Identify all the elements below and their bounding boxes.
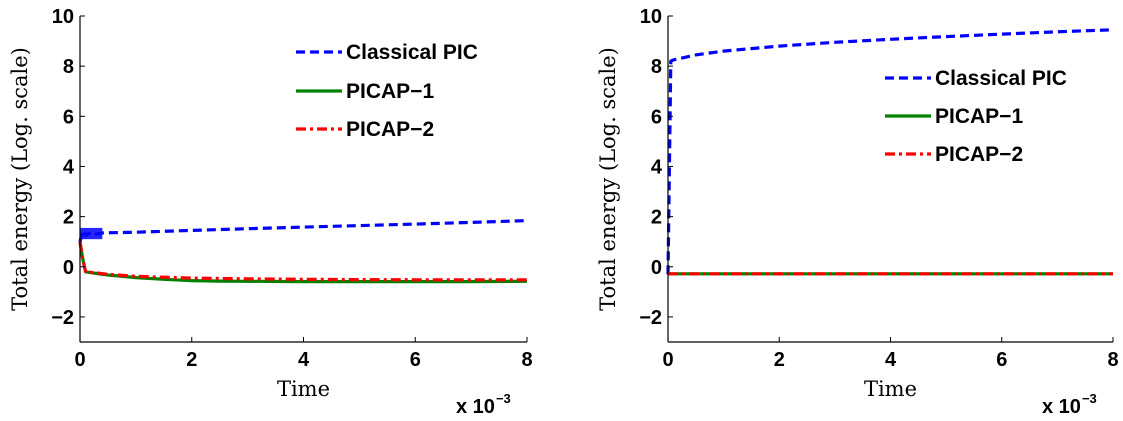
x-multiplier-label: x 10−3 xyxy=(456,391,511,418)
y-tick-label: 0 xyxy=(63,257,74,279)
y-tick-label: 4 xyxy=(651,156,663,178)
y-axis-label: Total energy (Log. scale) xyxy=(8,47,32,311)
legend-label: PICAP−2 xyxy=(935,143,1023,166)
legend-label: Classical PIC xyxy=(346,41,478,64)
x-multiplier-label: x 10−3 xyxy=(1042,391,1097,418)
series-line-2 xyxy=(78,241,527,282)
series-line-0 xyxy=(666,28,1114,275)
x-axis-label: Time xyxy=(277,377,330,401)
y-tick-label: −2 xyxy=(51,307,74,329)
y-tick-label: 6 xyxy=(63,106,74,128)
x-tick-label: 2 xyxy=(774,349,785,371)
legend: Classical PIC PICAP−1 PICAP−2 xyxy=(885,67,1067,166)
x-tick-label: 4 xyxy=(885,349,897,371)
y-tick-label: 8 xyxy=(651,56,662,78)
y-axis-label: Total energy (Log. scale) xyxy=(596,47,620,311)
x-multiplier-exponent: −3 xyxy=(496,391,511,406)
x-multiplier-exponent: −3 xyxy=(1082,391,1097,406)
x-tick-label: 2 xyxy=(186,349,197,371)
series-line-0 xyxy=(78,219,528,243)
series-line-1 xyxy=(78,241,528,284)
series-burst-mark xyxy=(80,227,103,240)
y-tick-label: 2 xyxy=(63,207,74,229)
x-tick-label: 0 xyxy=(662,349,673,371)
y-tick-label: 2 xyxy=(651,207,662,229)
x-tick-label: 6 xyxy=(996,349,1007,371)
y-tick-label: 8 xyxy=(63,56,74,78)
legend-label: Classical PIC xyxy=(935,67,1067,90)
x-axis-label: Time xyxy=(864,377,917,401)
x-tick-label: 8 xyxy=(1107,349,1118,371)
x-tick-label: 0 xyxy=(74,349,85,371)
x-multiplier-base: x 10 xyxy=(1042,396,1081,418)
y-tick-label: 0 xyxy=(651,257,662,279)
legend-label: PICAP−2 xyxy=(346,118,434,141)
y-tick-label: 10 xyxy=(640,6,662,28)
legend-label: PICAP−1 xyxy=(935,105,1023,128)
x-multiplier-base: x 10 xyxy=(456,396,495,418)
y-tick-label: 4 xyxy=(63,156,75,178)
x-tick-label: 4 xyxy=(298,349,310,371)
legend-label: PICAP−1 xyxy=(346,80,434,103)
x-tick-label: 6 xyxy=(410,349,421,371)
y-tick-label: −2 xyxy=(639,307,662,329)
y-tick-label: 10 xyxy=(52,6,74,28)
legend: Classical PIC PICAP−1 PICAP−2 xyxy=(296,41,478,141)
x-tick-label: 8 xyxy=(521,349,532,371)
y-tick-label: 6 xyxy=(651,106,662,128)
